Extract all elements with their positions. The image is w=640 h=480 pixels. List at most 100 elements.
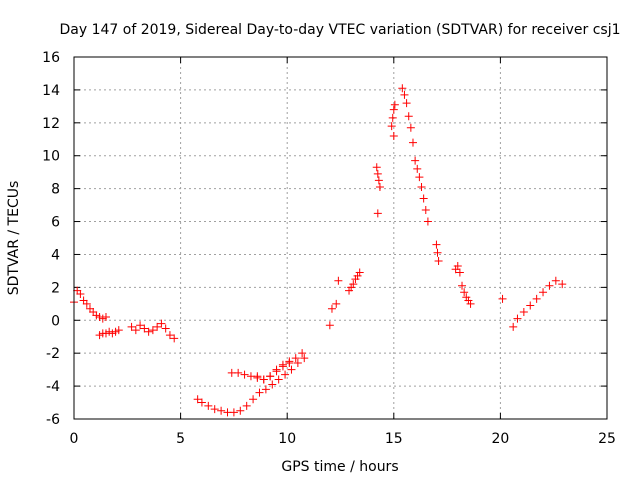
data-point [415,173,424,182]
x-tick-label: 5 [176,431,185,447]
data-point [375,182,384,191]
data-point [293,359,302,368]
data-point [332,299,341,308]
y-tick-label: -2 [46,346,60,362]
data-point [197,398,206,407]
data-point [458,281,467,290]
x-tick-label: 25 [598,431,616,447]
series-arc-b [95,326,123,340]
series-arc-d [193,354,309,417]
data-point [85,304,94,313]
data-point [259,375,268,384]
plot-frame [73,56,608,420]
data-point [153,322,162,331]
data-point [466,299,475,308]
data-point [127,322,136,331]
data-point [253,372,262,381]
data-point [373,209,382,218]
data-point [266,372,275,381]
data-point [389,105,398,114]
series-arc-n [451,261,475,308]
data-point [136,321,145,330]
data-point [255,388,264,397]
data-point [278,360,287,369]
data-point [404,112,413,121]
data-point [374,176,383,185]
x-tick-label: 10 [278,431,296,447]
data-point [327,304,336,313]
data-point [114,326,123,335]
series-arc-k [398,84,417,147]
data-point [551,276,560,285]
series-arc-i [372,163,384,218]
data-point [73,286,82,295]
data-point [345,286,354,295]
data-point [92,311,101,320]
data-point [389,131,398,140]
data-point [353,271,362,280]
data-point [423,217,432,226]
y-tick-label: 0 [51,313,60,329]
y-tick-label: 4 [51,247,60,263]
data-point [351,275,360,284]
data-point [406,123,415,132]
series-arc-c [127,319,179,343]
data-point [108,329,117,338]
data-point [98,314,107,323]
data-point [285,357,294,366]
data-point [161,324,170,333]
data-point [111,327,120,336]
data-point [229,408,238,417]
data-point [249,395,258,404]
data-point [464,296,473,305]
data-point [76,289,85,298]
data-point [390,100,399,109]
data-point [165,331,174,340]
data-point [451,265,460,274]
series-arc-j [387,100,399,140]
data-point [545,281,554,290]
data-points [70,84,567,417]
data-point [355,268,364,277]
data-point [242,401,251,410]
data-point [373,169,382,178]
data-point [236,406,245,415]
data-point [325,321,334,330]
data-point [417,182,426,191]
data-point [157,319,166,328]
data-point [532,294,541,303]
data-point [402,99,411,108]
data-point [300,354,309,363]
data-point [455,268,464,277]
y-tick-label: 10 [42,149,60,165]
y-tick-label: -4 [46,379,60,395]
data-point [204,401,213,410]
data-point [526,301,535,310]
series-arc-m [432,240,443,266]
y-tick-label: 8 [51,182,60,198]
data-point [387,122,396,131]
data-point [347,283,356,292]
series-arc-h [345,268,364,295]
data-point [413,164,422,173]
data-point [272,365,281,374]
data-point [234,368,243,377]
y-tick-label: 14 [42,83,60,99]
data-point [274,375,283,384]
data-point [281,370,290,379]
data-point [513,314,522,323]
x-axis-label: GPS time / hours [281,459,398,475]
data-point [400,90,409,99]
x-tick-label: 0 [70,431,79,447]
data-point [558,280,567,289]
series-arc-e [227,349,307,384]
data-point [349,280,358,289]
data-point [95,331,104,340]
data-point [509,322,518,331]
y-tick-label: -6 [46,412,60,428]
y-tick-label: 16 [42,50,60,66]
data-point [539,288,548,297]
data-point [291,354,300,363]
data-point [334,276,343,285]
data-point [140,324,149,333]
